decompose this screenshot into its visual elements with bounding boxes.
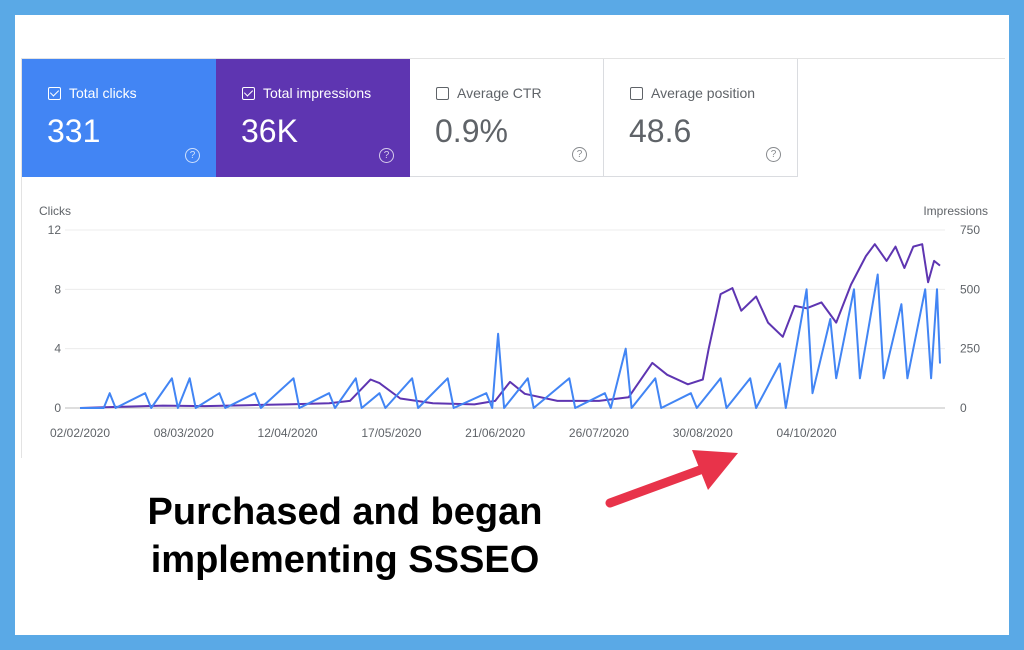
left-divider [21,58,22,458]
y-left-tick-label: 4 [54,342,61,356]
total-clicks-value: 331 [47,113,101,149]
help-icon[interactable]: ? [572,147,587,162]
total-impressions-label: Total impressions [263,85,372,101]
checkbox-unchecked-icon[interactable] [436,86,449,100]
x-tick-label: 17/05/2020 [361,426,421,440]
help-icon[interactable]: ? [185,148,200,163]
y-right-tick-label: 750 [960,223,980,237]
y-left-axis-label: Clicks [39,204,71,218]
x-tick-label: 30/08/2020 [673,426,733,440]
average-position-value: 48.6 [629,113,692,149]
average-position-label: Average position [651,85,756,101]
annotation-arrow-shaft [605,465,705,508]
average-ctr-value: 0.9% [435,113,508,149]
average-position-card[interactable]: Average position 48.6 ? [604,59,798,177]
checkbox-checked-icon[interactable] [242,86,255,100]
y-left-tick-label: 12 [48,223,62,237]
total-impressions-value: 36K [241,113,298,149]
average-ctr-card[interactable]: Average CTR 0.9% ? [410,59,604,177]
x-tick-label: 04/10/2020 [777,426,837,440]
top-divider [21,58,1005,59]
help-icon[interactable]: ? [379,148,394,163]
y-left-tick-label: 8 [54,282,61,296]
y-right-tick-label: 250 [960,342,980,356]
x-tick-label: 21/06/2020 [465,426,525,440]
y-right-axis-label: Impressions [923,204,988,218]
x-tick-label: 26/07/2020 [569,426,629,440]
total-clicks-card[interactable]: Total clicks 331 ? [22,59,216,177]
total-impressions-card[interactable]: Total impressions 36K ? [216,59,410,177]
total-clicks-label: Total clicks [69,85,137,101]
y-right-tick-label: 500 [960,282,980,296]
y-left-tick-label: 0 [54,401,61,415]
average-ctr-label: Average CTR [457,85,542,101]
x-tick-label: 08/03/2020 [154,426,214,440]
clicks-series-line [80,273,941,409]
checkbox-checked-icon[interactable] [48,86,61,100]
annotation-text: Purchased and began implementing SSSEO [100,488,590,584]
checkbox-unchecked-icon[interactable] [630,86,643,100]
annotation-arrow-head [692,450,738,490]
x-tick-label: 02/02/2020 [50,426,110,440]
y-right-tick-label: 0 [960,401,967,415]
x-tick-label: 12/04/2020 [258,426,318,440]
help-icon[interactable]: ? [766,147,781,162]
metric-cards: Total clicks 331 ? Total impressions 36K… [22,59,799,177]
annotation-line-1: Purchased and began [147,491,543,533]
impressions-series-line [79,243,941,409]
annotation-line-2: implementing SSSEO [150,539,540,581]
